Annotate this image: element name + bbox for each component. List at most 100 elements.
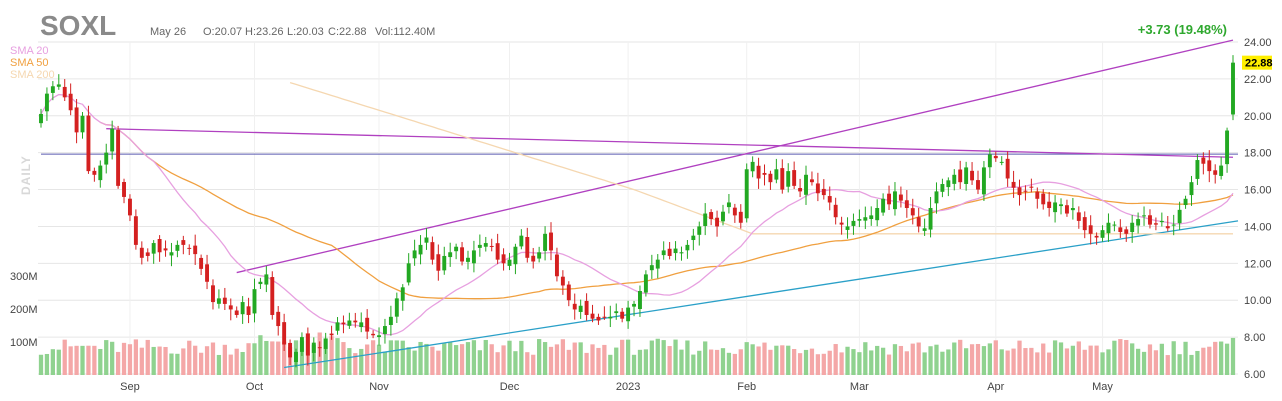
volume-bar	[92, 345, 97, 375]
candle-body	[383, 326, 387, 334]
volume-bar	[572, 342, 577, 375]
volume-bar	[329, 336, 334, 375]
volume-bar	[548, 346, 554, 375]
candle-body	[798, 188, 803, 192]
volume-bar	[453, 345, 459, 375]
volume-bar	[1183, 341, 1188, 375]
volume-bar	[809, 348, 815, 375]
volume-bar	[602, 344, 607, 375]
sma-200-line	[289, 81, 1233, 235]
candle-body	[952, 174, 957, 184]
volume-bar	[922, 352, 927, 375]
candle-body	[655, 259, 660, 269]
candle-body	[768, 173, 773, 183]
candle-body	[448, 252, 453, 258]
volume-bar	[993, 340, 998, 375]
candle-body	[317, 347, 322, 349]
volume-bar	[679, 349, 684, 375]
candle-body	[584, 300, 589, 315]
candle-body	[525, 236, 530, 258]
volume-bar	[673, 339, 678, 375]
volume-bar	[643, 349, 649, 375]
volume-bar	[1130, 343, 1135, 375]
candle-body	[792, 170, 797, 186]
volume-bar	[157, 346, 162, 375]
price-tick-label: 12.00	[1244, 258, 1272, 270]
volume-bar	[370, 340, 376, 375]
candle-body	[572, 303, 577, 310]
candle-body	[1017, 187, 1022, 196]
candle-body	[288, 342, 293, 358]
candle-body	[471, 250, 476, 264]
volume-bar	[768, 349, 773, 375]
volume-bar	[56, 349, 61, 375]
volume-bar	[133, 339, 139, 375]
volume-bar	[631, 354, 637, 375]
candle-body	[845, 226, 850, 230]
volume-bar	[181, 348, 186, 375]
candle-body	[578, 305, 583, 312]
candle-body	[388, 316, 393, 325]
volume-bars	[38, 332, 1236, 375]
volume-bar	[1135, 348, 1141, 375]
price-tick-label: 8.00	[1244, 332, 1265, 344]
volume-bar	[50, 349, 55, 375]
volume-bar	[910, 343, 915, 375]
candle-body	[1094, 235, 1099, 238]
volume-bar	[940, 351, 945, 375]
legend-sma-200: SMA 200	[10, 69, 55, 81]
candle-body	[406, 263, 411, 283]
volume-bar	[620, 339, 625, 375]
candle-body	[216, 298, 221, 304]
volume-bar	[1124, 339, 1129, 375]
candle-body	[1035, 191, 1040, 199]
volume-bar	[80, 345, 85, 375]
candle-body	[270, 277, 275, 315]
volume-bar	[1118, 339, 1123, 375]
volume-bar	[525, 352, 530, 375]
volume-bar	[649, 340, 654, 375]
candle-body	[74, 107, 79, 133]
legend-sma-20: SMA 20	[10, 45, 49, 57]
candle-body	[1124, 229, 1129, 234]
candle-body	[44, 93, 49, 112]
candle-body	[596, 316, 601, 321]
support-trendline	[284, 220, 1239, 369]
volume-bar	[335, 338, 340, 375]
volume-bar	[655, 338, 660, 375]
candle-body	[1029, 186, 1034, 188]
volume-bar	[1219, 341, 1224, 375]
candle-body	[228, 305, 233, 310]
volume-bar	[1106, 349, 1111, 375]
candle-body	[857, 219, 862, 221]
candle-body	[1189, 182, 1194, 196]
candle-body	[626, 307, 631, 322]
candle-body	[430, 242, 435, 260]
volume-bar	[1023, 348, 1028, 375]
candle-body	[964, 167, 969, 184]
volume-bar	[898, 345, 904, 375]
volume-axis: 300M 200M 100M	[10, 271, 38, 349]
volume-bar	[916, 342, 921, 375]
candle-body	[602, 316, 607, 318]
volume-bar	[175, 353, 180, 375]
volume-bar	[216, 354, 222, 375]
volume-bar	[1094, 345, 1099, 375]
volume-bar	[222, 344, 227, 375]
volume-bar	[928, 346, 933, 375]
candle-body	[815, 183, 820, 194]
candle-body	[246, 306, 251, 315]
candle-body	[560, 276, 565, 286]
volume-bar	[821, 353, 826, 375]
volume-bar	[987, 343, 992, 375]
candle-body	[685, 244, 690, 251]
volume-bar	[1201, 347, 1206, 375]
candle-body	[762, 172, 767, 175]
volume-bar	[252, 343, 257, 375]
candle-body	[1177, 209, 1182, 224]
candle-body	[934, 191, 939, 204]
volume-bar	[276, 341, 281, 375]
volume-bar	[685, 340, 690, 375]
candle-body	[549, 232, 553, 251]
